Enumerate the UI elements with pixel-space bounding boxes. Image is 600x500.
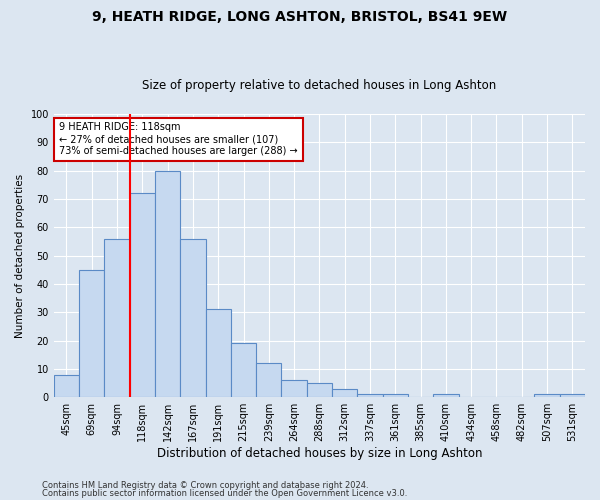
- Bar: [281, 380, 307, 397]
- Bar: [560, 394, 585, 397]
- Bar: [535, 394, 560, 397]
- Bar: [79, 270, 104, 397]
- Text: Contains HM Land Registry data © Crown copyright and database right 2024.: Contains HM Land Registry data © Crown c…: [42, 481, 368, 490]
- Bar: [383, 394, 408, 397]
- Text: 9 HEATH RIDGE: 118sqm
← 27% of detached houses are smaller (107)
73% of semi-det: 9 HEATH RIDGE: 118sqm ← 27% of detached …: [59, 122, 298, 156]
- Text: 9, HEATH RIDGE, LONG ASHTON, BRISTOL, BS41 9EW: 9, HEATH RIDGE, LONG ASHTON, BRISTOL, BS…: [92, 10, 508, 24]
- Bar: [155, 170, 180, 397]
- Title: Size of property relative to detached houses in Long Ashton: Size of property relative to detached ho…: [142, 79, 497, 92]
- Bar: [332, 388, 358, 397]
- Bar: [104, 238, 130, 397]
- Bar: [433, 394, 458, 397]
- Bar: [180, 238, 206, 397]
- Y-axis label: Number of detached properties: Number of detached properties: [15, 174, 25, 338]
- Bar: [206, 310, 231, 397]
- Bar: [130, 194, 155, 397]
- Bar: [358, 394, 383, 397]
- Text: Contains public sector information licensed under the Open Government Licence v3: Contains public sector information licen…: [42, 488, 407, 498]
- Bar: [256, 363, 281, 397]
- X-axis label: Distribution of detached houses by size in Long Ashton: Distribution of detached houses by size …: [157, 447, 482, 460]
- Bar: [54, 374, 79, 397]
- Bar: [231, 344, 256, 397]
- Bar: [307, 383, 332, 397]
